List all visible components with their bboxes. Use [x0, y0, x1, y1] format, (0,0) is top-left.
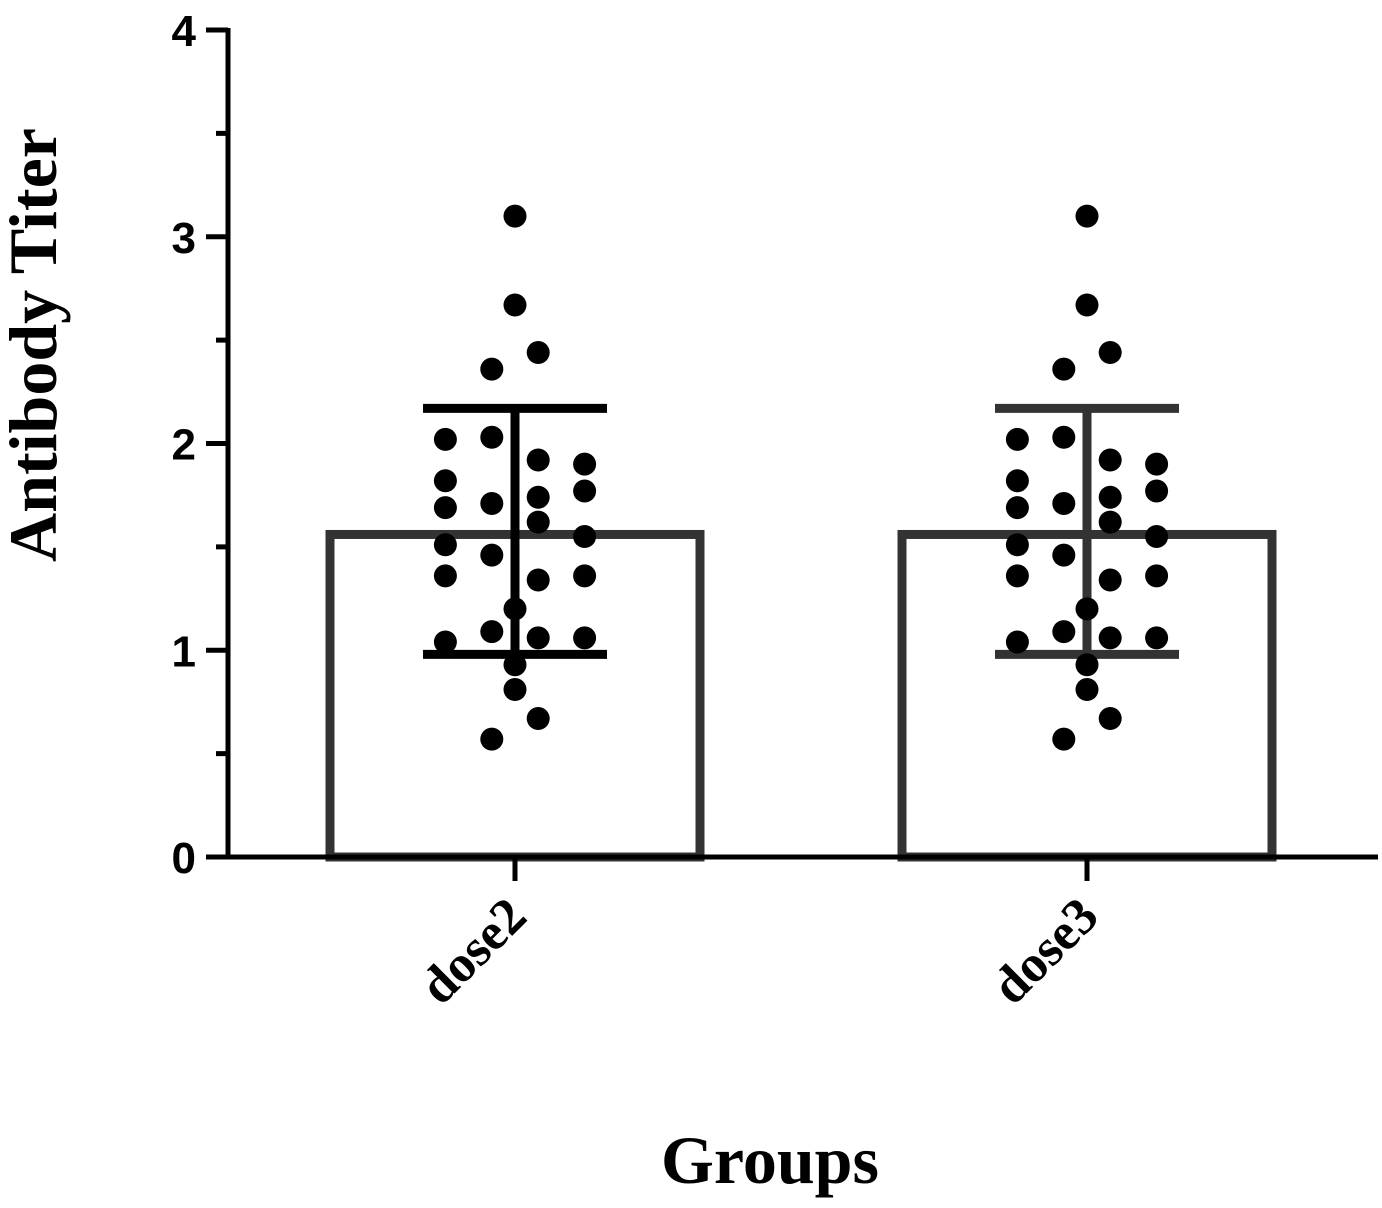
data-point-dose3 [1075, 204, 1099, 228]
data-point-dose3 [1005, 469, 1029, 493]
data-point-dose3 [1145, 525, 1169, 549]
data-point-dose3 [1098, 448, 1122, 472]
data-point-dose3 [1005, 427, 1029, 451]
data-point-dose2 [433, 496, 457, 520]
data-point-dose2 [526, 706, 550, 730]
data-point-dose2 [433, 630, 457, 654]
data-point-dose3 [1145, 479, 1169, 503]
data-point-dose3 [1052, 543, 1076, 567]
y-tick-label: 0 [172, 834, 196, 883]
bars-layer [325, 529, 1277, 862]
data-point-dose3 [1005, 533, 1029, 557]
data-point-dose3 [1098, 510, 1122, 534]
y-tick-label: 2 [172, 421, 196, 470]
data-point-dose3 [1005, 630, 1029, 654]
labels-layer: 0 1 2 3 4 dose2 dose3 [172, 7, 1110, 1015]
data-point-dose3 [1005, 496, 1029, 520]
data-point-dose2 [433, 427, 457, 451]
data-point-dose2 [503, 653, 527, 677]
data-point-dose3 [1098, 626, 1122, 650]
data-point-dose2 [433, 564, 457, 588]
data-point-dose2 [573, 452, 597, 476]
y-tick-label: 3 [172, 214, 196, 263]
data-point-dose3 [1075, 678, 1099, 702]
data-point-dose2 [573, 564, 597, 588]
data-point-dose2 [526, 341, 550, 365]
data-point-dose2 [526, 626, 550, 650]
data-point-dose2 [480, 620, 504, 644]
x-tick-label-dose2: dose2 [409, 887, 537, 1015]
data-point-dose3 [1098, 568, 1122, 592]
data-point-dose2 [503, 597, 527, 621]
data-point-dose2 [526, 485, 550, 509]
data-point-dose3 [1005, 564, 1029, 588]
data-point-dose2 [503, 204, 527, 228]
data-point-dose3 [1145, 626, 1169, 650]
data-point-dose3 [1098, 341, 1122, 365]
data-point-dose2 [526, 568, 550, 592]
y-tick-label: 4 [172, 7, 197, 56]
ticks-layer [206, 27, 1090, 881]
data-point-dose2 [526, 448, 550, 472]
data-point-dose2 [433, 533, 457, 557]
x-tick-label-dose3: dose3 [981, 887, 1109, 1015]
data-point-dose2 [433, 469, 457, 493]
y-axis-title: Antibody Titer [0, 128, 71, 562]
data-point-dose2 [526, 510, 550, 534]
data-point-dose3 [1052, 357, 1076, 381]
data-point-dose3 [1098, 706, 1122, 730]
points-layer [433, 204, 1169, 751]
data-point-dose3 [1145, 452, 1169, 476]
data-point-dose2 [480, 491, 504, 515]
data-point-dose3 [1075, 293, 1099, 317]
data-point-dose3 [1052, 727, 1076, 751]
data-point-dose2 [480, 357, 504, 381]
data-point-dose3 [1075, 597, 1099, 621]
data-point-dose3 [1145, 564, 1169, 588]
data-point-dose3 [1052, 425, 1076, 449]
data-point-dose2 [480, 543, 504, 567]
data-point-dose3 [1052, 491, 1076, 515]
data-point-dose3 [1098, 485, 1122, 509]
data-point-dose2 [573, 626, 597, 650]
data-point-dose2 [573, 479, 597, 503]
data-point-dose2 [503, 293, 527, 317]
data-point-dose2 [480, 727, 504, 751]
data-point-dose2 [573, 525, 597, 549]
data-point-dose3 [1052, 620, 1076, 644]
data-point-dose3 [1075, 653, 1099, 677]
y-tick-label: 1 [172, 627, 196, 676]
data-point-dose2 [480, 425, 504, 449]
data-point-dose2 [503, 678, 527, 702]
x-axis-title: Groups [661, 1122, 879, 1198]
